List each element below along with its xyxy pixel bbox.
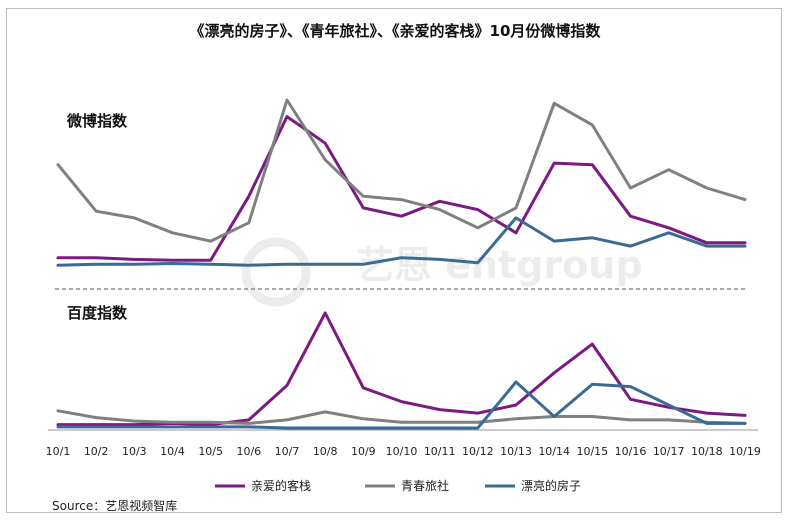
watermark-logo: 艺恩 entgroup [241,237,643,307]
x-tick-label: 10/8 [313,445,338,458]
legend-label: 青春旅社 [401,478,449,493]
x-tick-label: 10/7 [275,445,300,458]
series-line-qinai-kezhan [56,311,747,427]
legend-item-piaoliang-fangzi: 漂亮的房子 [485,478,581,493]
x-tick-label: 10/11 [424,445,456,458]
x-tick-label: 10/1 [46,445,71,458]
chart-title: 《漂亮的房子》、《青年旅社》、《亲爱的客栈》10月份微博指数 [189,22,601,40]
x-tick-label: 10/13 [500,445,532,458]
x-tick-label: 10/12 [462,445,494,458]
x-tick-label: 10/10 [386,445,418,458]
watermark-logo-icon [241,237,311,307]
panel-1: 微博指数 [56,98,747,267]
x-tick-label: 10/3 [122,445,147,458]
series-line-qinai-kezhan [56,115,747,262]
series-line-piaoliang-fangzi [56,380,747,430]
legend-item-qingchun-lvshe: 青春旅社 [365,478,449,493]
x-tick-label: 10/15 [576,445,608,458]
x-tick-label: 10/16 [615,445,647,458]
x-tick-label: 10/4 [160,445,185,458]
panel-title: 微博指数 [66,112,128,130]
legend-item-qinai-kezhan: 亲爱的客栈 [215,478,311,493]
x-tick-label: 10/5 [198,445,223,458]
x-tick-label: 10/14 [538,445,570,458]
series-line-qingchun-lvshe [56,98,747,243]
panel-title: 百度指数 [67,304,128,322]
x-tick-label: 10/18 [691,445,723,458]
x-tick-label: 10/6 [236,445,261,458]
watermark-text: 艺恩 entgroup [356,243,643,287]
x-tick-label: 10/2 [84,445,109,458]
chart-frame [6,8,782,513]
panel-2: 百度指数 [56,304,747,430]
x-tick-label: 10/9 [351,445,376,458]
series-line-piaoliang-fangzi [56,216,747,267]
x-tick-label: 10/17 [653,445,685,458]
legend-label: 漂亮的房子 [521,478,581,493]
source-note: Source：艺恩视频智库 [52,499,178,513]
x-tick-label: 10/19 [729,445,761,458]
legend-label: 亲爱的客栈 [251,478,311,493]
series-line-qingchun-lvshe [56,409,747,425]
